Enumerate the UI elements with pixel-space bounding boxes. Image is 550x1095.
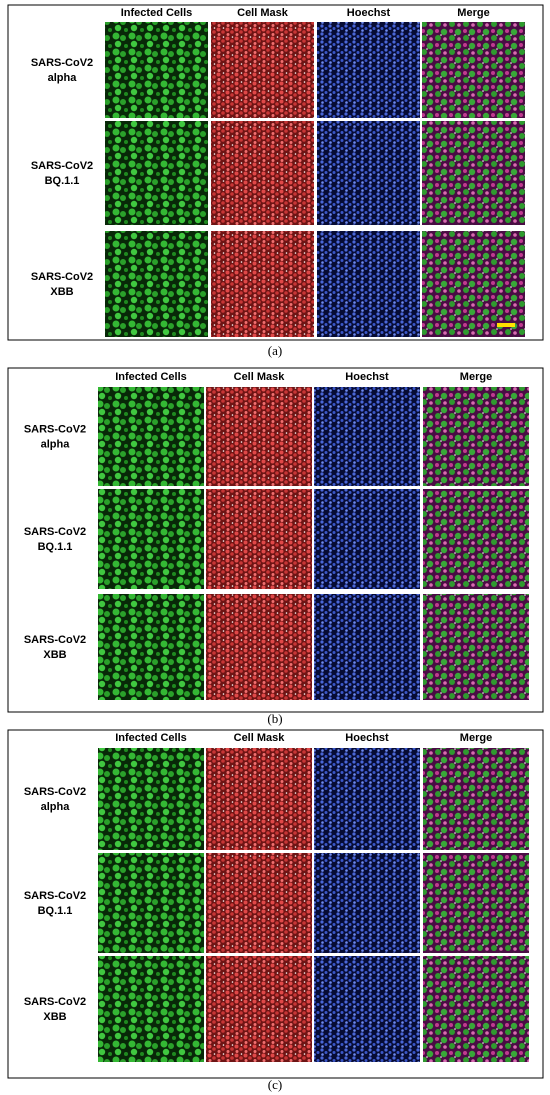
row-label: SARS-CoV2 bbox=[31, 271, 93, 283]
row-label: BQ.1.1 bbox=[45, 175, 80, 187]
row-label: SARS-CoV2 bbox=[24, 890, 86, 902]
column-header: Cell Mask bbox=[234, 371, 286, 383]
column-header: Cell Mask bbox=[237, 7, 289, 19]
row-label: SARS-CoV2 bbox=[31, 160, 93, 172]
micrograph bbox=[314, 387, 420, 486]
row-label: SARS-CoV2 bbox=[31, 57, 93, 69]
micrograph bbox=[98, 748, 204, 850]
row-label: alpha bbox=[41, 438, 71, 450]
column-header: Merge bbox=[460, 371, 492, 383]
column-header: Hoechst bbox=[345, 732, 389, 744]
panel-caption: (c) bbox=[268, 1077, 282, 1092]
micrograph bbox=[211, 22, 314, 118]
row-label: XBB bbox=[43, 1011, 66, 1023]
row-label: BQ.1.1 bbox=[38, 541, 73, 553]
micrograph bbox=[423, 489, 529, 589]
column-header: Hoechst bbox=[345, 371, 389, 383]
micrograph bbox=[206, 489, 312, 589]
micrograph bbox=[211, 231, 314, 337]
micrograph bbox=[98, 594, 204, 700]
micrograph bbox=[206, 594, 312, 700]
micrograph bbox=[422, 231, 525, 337]
row-label: SARS-CoV2 bbox=[24, 786, 86, 798]
scale-bar bbox=[497, 323, 515, 327]
micrograph bbox=[314, 853, 420, 953]
column-header: Merge bbox=[457, 7, 489, 19]
micrograph bbox=[423, 748, 529, 850]
panel-caption: (b) bbox=[267, 711, 282, 726]
micrograph bbox=[206, 956, 312, 1062]
micrograph bbox=[206, 387, 312, 486]
micrograph bbox=[314, 748, 420, 850]
panel-frame bbox=[7, 4, 544, 341]
micrograph bbox=[98, 387, 204, 486]
row-label: SARS-CoV2 bbox=[24, 634, 86, 646]
micrograph bbox=[314, 594, 420, 700]
micrograph bbox=[105, 22, 208, 118]
row-label: alpha bbox=[48, 72, 78, 84]
row-label: XBB bbox=[50, 286, 73, 298]
micrograph bbox=[206, 853, 312, 953]
row-label: SARS-CoV2 bbox=[24, 996, 86, 1008]
column-header: Cell Mask bbox=[234, 732, 286, 744]
column-header: Infected Cells bbox=[121, 7, 193, 19]
micrograph bbox=[105, 121, 208, 225]
row-label: SARS-CoV2 bbox=[24, 526, 86, 538]
micrograph bbox=[98, 489, 204, 589]
panel-caption: (a) bbox=[268, 343, 282, 358]
micrograph bbox=[314, 489, 420, 589]
micrograph bbox=[317, 22, 420, 118]
micrograph bbox=[423, 594, 529, 700]
panel-frame bbox=[7, 367, 544, 713]
micrograph bbox=[211, 121, 314, 225]
micrograph bbox=[314, 956, 420, 1062]
column-header: Merge bbox=[460, 732, 492, 744]
micrograph bbox=[317, 121, 420, 225]
micrograph bbox=[422, 22, 525, 118]
micrograph bbox=[98, 853, 204, 953]
row-label: SARS-CoV2 bbox=[24, 423, 86, 435]
micrograph bbox=[317, 231, 420, 337]
micrograph bbox=[422, 121, 525, 225]
row-label: alpha bbox=[41, 801, 71, 813]
micrograph bbox=[423, 387, 529, 486]
micrograph bbox=[98, 956, 204, 1062]
panel-frame bbox=[7, 729, 544, 1079]
micrograph bbox=[423, 853, 529, 953]
column-header: Hoechst bbox=[347, 7, 391, 19]
column-header: Infected Cells bbox=[115, 371, 187, 383]
row-label: BQ.1.1 bbox=[38, 905, 73, 917]
micrograph bbox=[105, 231, 208, 337]
micrograph bbox=[423, 956, 529, 1062]
column-header: Infected Cells bbox=[115, 732, 187, 744]
row-label: XBB bbox=[43, 649, 66, 661]
micrograph bbox=[206, 748, 312, 850]
